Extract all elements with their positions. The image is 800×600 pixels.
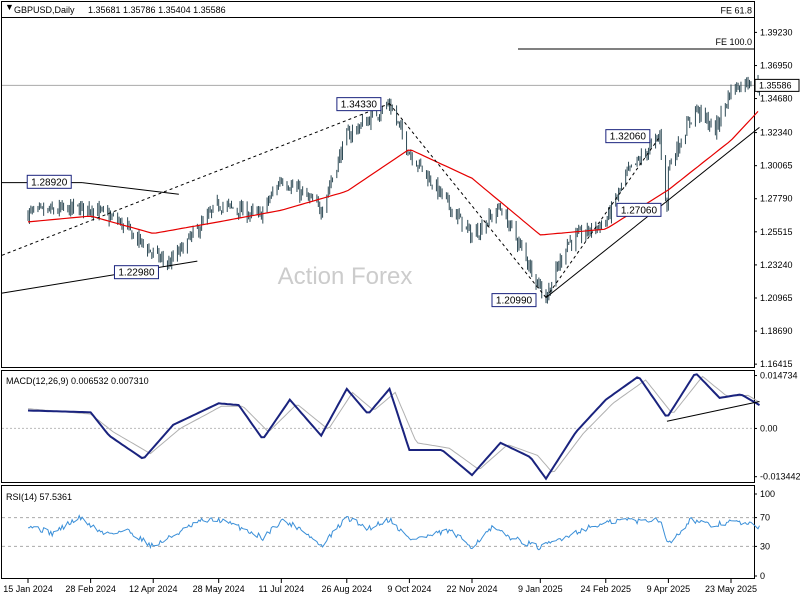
price-annotation-box bbox=[491, 293, 537, 308]
price-annotation-label: 1.22980 bbox=[118, 268, 155, 279]
rsi-tick-label: 30 bbox=[760, 541, 770, 551]
price-tick-label: 1.23240 bbox=[760, 260, 793, 270]
macd-signal-line bbox=[27, 375, 760, 473]
price-annotation-box bbox=[605, 129, 651, 144]
x-tick-label: 28 May 2024 bbox=[193, 584, 245, 594]
fibonacci-extension-label: FE 100.0 bbox=[715, 37, 752, 47]
price-annotation-box bbox=[616, 202, 662, 217]
price-annotation-box bbox=[26, 174, 72, 189]
x-tick-label: 15 Jan 2024 bbox=[3, 584, 53, 594]
macd-title: MACD(12,26,9) 0.006532 0.007310 bbox=[6, 376, 149, 386]
macd-trendline bbox=[666, 401, 760, 422]
rsi-tick-label: 100 bbox=[760, 489, 775, 499]
price-tick-label: 1.32340 bbox=[760, 128, 793, 138]
ohlc-readout: 1.35681 1.35786 1.35404 1.35586 bbox=[88, 5, 226, 15]
collapse-arrow-icon[interactable]: ▼ bbox=[5, 2, 14, 12]
macd-tick-label: 0.014734 bbox=[760, 371, 798, 381]
price-tick-label: 1.27790 bbox=[760, 194, 793, 204]
x-tick-label: 28 Feb 2024 bbox=[65, 584, 116, 594]
price-tick-label: 1.25515 bbox=[760, 227, 793, 237]
macd-layer bbox=[2, 373, 761, 481]
trendline bbox=[82, 182, 179, 195]
macd-line bbox=[27, 373, 761, 481]
x-tick-label: 22 Nov 2024 bbox=[446, 584, 497, 594]
price-annotation-box bbox=[336, 97, 382, 112]
x-tick-label: 9 Oct 2024 bbox=[387, 584, 431, 594]
price-panel bbox=[1, 1, 755, 368]
price-tick-label: 1.30065 bbox=[760, 161, 793, 171]
symbol-label: GBPUSD,Daily bbox=[14, 5, 75, 15]
price-annotation-label: 1.20990 bbox=[496, 296, 533, 307]
price-annotation-label: 1.34330 bbox=[341, 100, 378, 111]
rsi-layer bbox=[2, 514, 760, 551]
macd-tick-label: 0.00 bbox=[760, 423, 778, 433]
price-tick-label: 1.20965 bbox=[760, 293, 793, 303]
fibonacci-extension-label: FE 61.8 bbox=[720, 6, 752, 16]
price-tick-label: 1.34680 bbox=[760, 94, 793, 104]
price-annotation-label: 1.27060 bbox=[621, 205, 658, 216]
rsi-tick-label: 0 bbox=[760, 571, 765, 581]
macd-tick-label: -0.013442 bbox=[760, 472, 800, 482]
watermark: Action Forex bbox=[278, 263, 413, 290]
price-annotation-label: 1.32060 bbox=[610, 132, 647, 143]
price-tick-label: 1.36950 bbox=[760, 61, 793, 71]
x-tick-label: 12 Apr 2024 bbox=[129, 584, 178, 594]
macd-panel bbox=[1, 370, 755, 483]
rsi-line bbox=[28, 514, 760, 551]
last-price-box bbox=[754, 78, 800, 92]
trendline bbox=[1, 260, 198, 294]
last-price-label: 1.35586 bbox=[759, 80, 792, 90]
rsi-tick-label: 70 bbox=[760, 513, 770, 523]
price-tick-label: 1.39230 bbox=[760, 27, 793, 37]
rsi-panel bbox=[1, 485, 755, 579]
x-tick-label: 24 Feb 2025 bbox=[580, 584, 631, 594]
x-tick-label: 26 Aug 2024 bbox=[321, 584, 372, 594]
price-annotation-label: 1.28920 bbox=[31, 177, 68, 188]
price-tick-label: 1.16415 bbox=[760, 359, 793, 369]
wave-dashed-line bbox=[545, 136, 661, 298]
x-tick-label: 23 May 2025 bbox=[705, 584, 757, 594]
axis-layer: 1.39230 1.36950 1.34680 1.32340 1.30065 1.277… bbox=[3, 27, 800, 594]
x-tick-label: 9 Apr 2025 bbox=[647, 584, 691, 594]
rsi-title: RSI(14) 57.5361 bbox=[6, 492, 72, 502]
price-annotation-box bbox=[113, 265, 159, 280]
x-tick-label: 9 Jan 2025 bbox=[518, 584, 563, 594]
x-tick-label: 11 Jul 2024 bbox=[258, 584, 304, 594]
price-tick-label: 1.18690 bbox=[760, 326, 793, 336]
price-layer: FE 61.8 FE 100.0 1.28920 1.22980 1.34330 1.20… bbox=[1, 6, 760, 308]
